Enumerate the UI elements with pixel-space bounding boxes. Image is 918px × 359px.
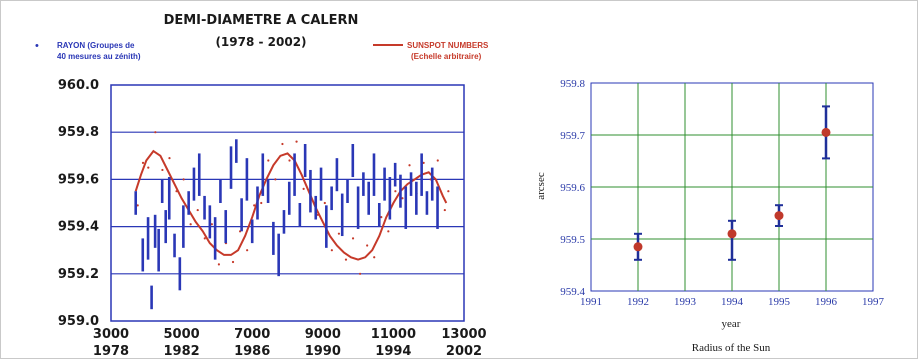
legend-marker-blue: •	[35, 40, 39, 52]
sunspot-dot	[288, 159, 291, 162]
sunspot-dot	[196, 208, 199, 212]
right-x-tick-label: 1996	[815, 296, 838, 308]
sunspot-dot	[373, 256, 376, 259]
right-x-tick-label: 1991	[580, 296, 602, 308]
sunspot-dot	[436, 159, 439, 162]
left-year-label: 1986	[234, 344, 270, 359]
sunspot-dot	[447, 190, 450, 193]
sunspot-dot	[141, 161, 145, 164]
right-data-points	[633, 127, 831, 252]
sunspot-dot	[154, 131, 157, 134]
sunspot-dot	[274, 178, 277, 181]
sunspot-dot	[302, 187, 305, 190]
sunspot-dot	[203, 237, 206, 240]
left-chart-subtitle: (1978 - 2002)	[215, 35, 306, 49]
sunspot-dot	[136, 204, 139, 207]
right-y-tick-label: 959.4	[560, 286, 585, 298]
left-y-tick-label: 959.4	[58, 220, 99, 235]
legend-label-sunspot-1: SUNSPOT NUMBERS	[407, 41, 489, 50]
right-data-point	[821, 127, 831, 137]
sunspot-dot	[380, 216, 383, 219]
sunspot-dot	[443, 208, 446, 212]
left-plot-area	[110, 84, 465, 322]
right-y-axis-label: arcsec	[535, 172, 547, 200]
legend-label-sunspot-2: (Echelle arbitraire)	[411, 52, 482, 61]
sunspot-dot	[344, 258, 348, 261]
sunspot-dot	[182, 178, 185, 181]
left-y-tick-label: 959.0	[58, 314, 99, 329]
right-y-tick-label: 959.6	[560, 182, 585, 194]
right-y-tick-label: 959.7	[560, 130, 585, 142]
legend-label-rayon-1: RAYON (Groupes de	[57, 41, 135, 50]
left-year-label: 1982	[164, 344, 200, 359]
right-data-point	[774, 211, 784, 221]
right-data-point	[727, 229, 737, 239]
left-x-tick-label: 11000	[371, 327, 416, 342]
sunspot-dot	[394, 190, 397, 193]
sunspot-dot	[189, 223, 192, 226]
left-x-tick-label: 7000	[234, 327, 270, 342]
sunspot-dot	[147, 166, 150, 169]
right-chart-caption: Radius of the Sun	[692, 342, 771, 354]
sunspot-dot	[408, 164, 411, 167]
left-x-ticks: 3000 5000 7000 9000 11000 13000	[93, 327, 487, 342]
sunspot-dot	[295, 140, 298, 143]
right-x-tick-label: 1994	[721, 296, 744, 308]
sunspot-dot	[330, 249, 333, 252]
left-y-tick-label: 960.0	[58, 78, 99, 93]
sunspot-dot	[168, 157, 171, 160]
right-x-ticks: 1991 1992 1993 1994 1995 1996 1997	[580, 296, 885, 308]
sunspot-dot	[337, 232, 341, 235]
sunspot-dot	[260, 201, 263, 205]
sunspot-dot	[316, 213, 319, 216]
left-x-tick-label: 13000	[441, 327, 486, 342]
left-y-tick-label: 959.8	[58, 125, 99, 140]
left-chart-title: DEMI-DIAMETRE A CALERN	[164, 13, 359, 28]
sunspot-dot	[281, 142, 284, 146]
right-x-axis-label: year	[722, 318, 741, 330]
sunspot-dot	[217, 263, 220, 266]
legend-label-rayon-2: 40 mesures au zénith)	[57, 52, 141, 61]
sunspot-dot	[366, 244, 369, 247]
sunspot-dot	[351, 237, 355, 240]
right-y-tick-label: 959.8	[560, 78, 585, 90]
left-year-label: 1978	[93, 344, 129, 359]
right-data-point	[633, 242, 643, 252]
right-y-tick-label: 959.5	[560, 234, 585, 246]
sunspot-dot	[175, 190, 178, 193]
sunspot-dot	[210, 223, 213, 226]
left-year-labels: 1978 1982 1986 1990 1994 2002	[93, 344, 482, 359]
sunspot-dot	[231, 260, 235, 264]
right-x-tick-label: 1993	[674, 296, 697, 308]
left-radius-series	[134, 139, 439, 310]
sunspot-dot	[422, 161, 425, 164]
sunspot-dot	[323, 201, 326, 205]
sunspot-dot	[267, 159, 270, 162]
sunspot-dot	[253, 204, 256, 207]
right-x-tick-label: 1992	[627, 296, 649, 308]
right-y-ticks: 959.4 959.5 959.6 959.7 959.8	[560, 78, 585, 298]
left-y-tick-label: 959.6	[58, 172, 99, 187]
left-year-label: 1994	[375, 344, 411, 359]
sunspot-dot	[246, 249, 249, 252]
sunspot-dot	[401, 197, 404, 200]
left-year-label: 1990	[305, 344, 341, 359]
sunspot-dot	[161, 168, 164, 172]
left-sunspot-series	[134, 131, 450, 275]
sunspot-line	[134, 149, 448, 261]
right-x-tick-label: 1995	[768, 296, 791, 308]
left-x-tick-label: 5000	[164, 327, 200, 342]
left-year-label: 2002	[446, 344, 482, 359]
left-y-ticks: 959.0 959.2 959.4 959.6 959.8 960.0	[58, 78, 99, 329]
right-x-tick-label: 1997	[862, 296, 885, 308]
left-x-tick-label: 9000	[305, 327, 341, 342]
sunspot-dot	[359, 272, 362, 275]
left-x-tick-label: 3000	[93, 327, 129, 342]
left-y-tick-label: 959.2	[58, 267, 99, 282]
sunspot-dot	[387, 230, 390, 233]
